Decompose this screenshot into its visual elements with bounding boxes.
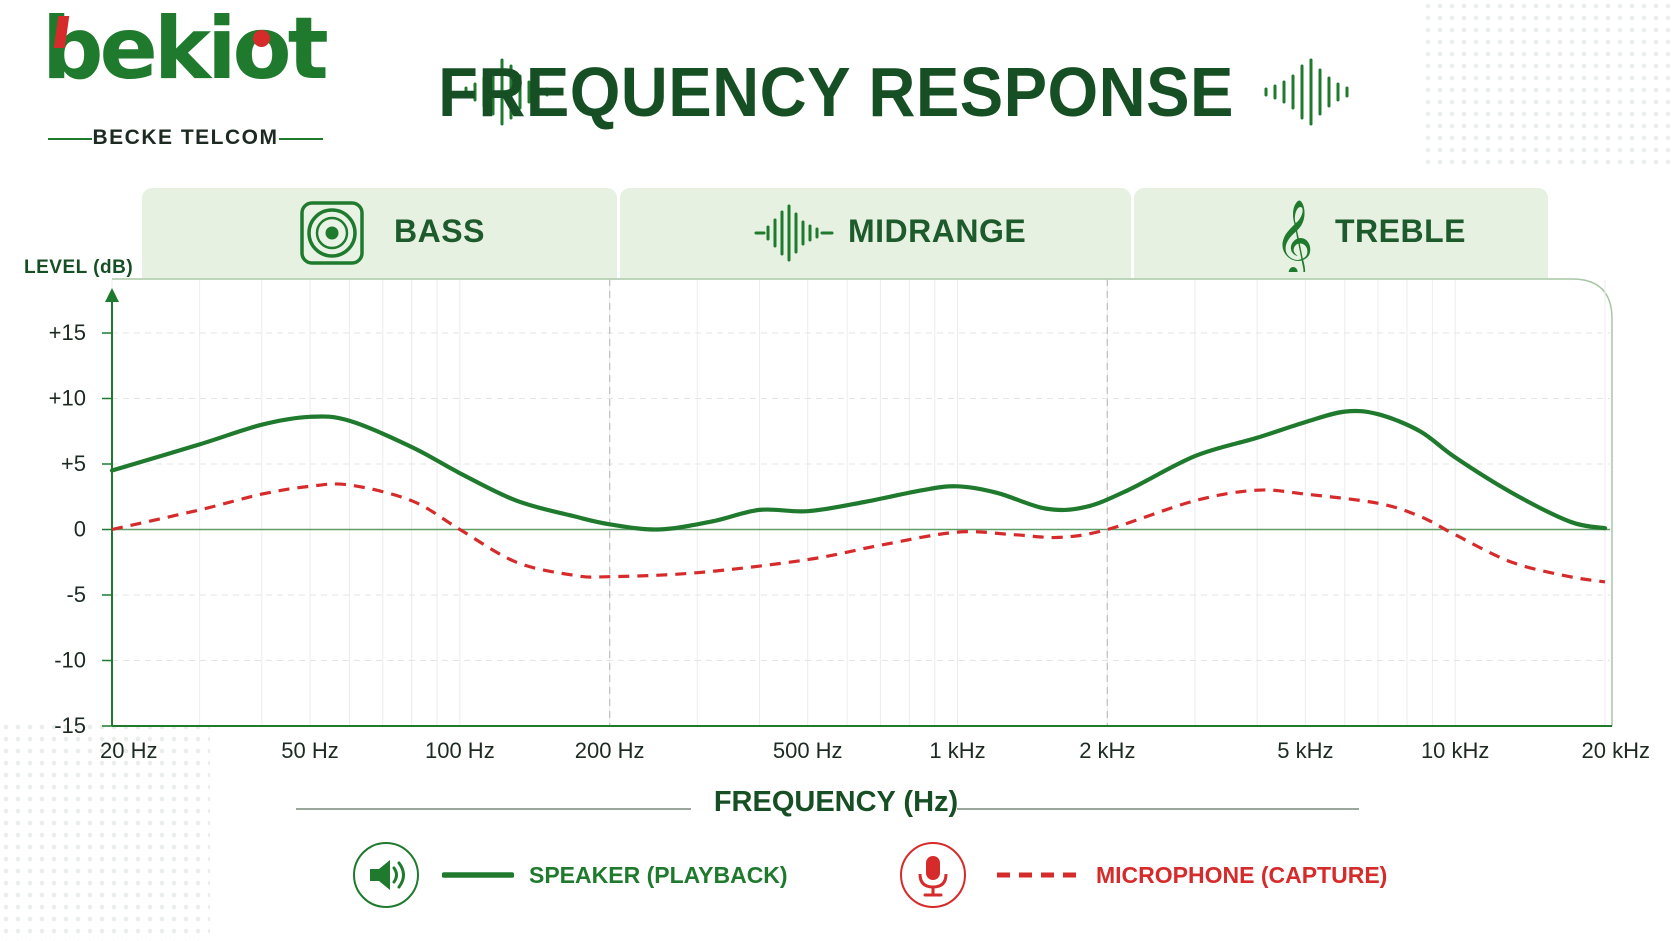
y-tick-label: +5 bbox=[61, 451, 86, 476]
band-label-bass: BASS bbox=[394, 213, 485, 249]
treble-clef-icon: 𝄞 bbox=[1274, 199, 1313, 272]
speaker-legend-badge bbox=[353, 842, 419, 908]
x-axis-title-rule bbox=[957, 808, 1359, 810]
svg-text:𝄞: 𝄞 bbox=[1274, 199, 1313, 272]
band-treble bbox=[1134, 188, 1548, 278]
decorative-dot-pattern bbox=[1422, 0, 1672, 170]
decorative-dot-pattern bbox=[0, 721, 210, 941]
brand-name: bekiot bbox=[42, 0, 329, 99]
y-tick-label: +15 bbox=[49, 320, 86, 345]
x-tick-label: 2 kHz bbox=[1079, 738, 1135, 763]
microphone-legend-label: MICROPHONE (CAPTURE) bbox=[1096, 862, 1388, 888]
y-axis-title: LEVEL (dB) bbox=[24, 257, 134, 278]
sound-wave-icon bbox=[464, 58, 549, 126]
x-tick-label: 10 kHz bbox=[1421, 738, 1489, 763]
speaker-response-line bbox=[109, 408, 1608, 532]
x-tick-label: 50 Hz bbox=[281, 738, 338, 763]
microphone-icon bbox=[918, 856, 948, 897]
speaker-woofer-icon bbox=[300, 201, 364, 265]
x-tick-label: 500 Hz bbox=[773, 738, 843, 763]
y-tick-label: -5 bbox=[66, 582, 86, 607]
sound-wave-icon bbox=[1264, 58, 1349, 126]
microphone-legend-line bbox=[997, 872, 1078, 878]
band-label-treble: TREBLE bbox=[1335, 213, 1466, 249]
x-axis-title: FREQUENCY (Hz) bbox=[713, 786, 959, 818]
x-tick-label: 20 Hz bbox=[100, 738, 157, 763]
band-midrange bbox=[620, 188, 1131, 278]
y-tick-label: 0 bbox=[74, 517, 86, 542]
x-tick-label: 100 Hz bbox=[425, 738, 495, 763]
y-tick-label: +10 bbox=[49, 386, 86, 411]
microphone-response-line bbox=[111, 482, 1606, 584]
speaker-icon bbox=[370, 860, 405, 890]
tagline-rule bbox=[48, 138, 92, 140]
microphone-legend-badge bbox=[900, 842, 966, 908]
x-tick-label: 200 Hz bbox=[575, 738, 645, 763]
brand-tagline-row: BECKE TELCOM bbox=[48, 126, 323, 150]
x-tick-label: 20 kHz bbox=[1582, 738, 1650, 763]
logo-accent-dot bbox=[253, 30, 270, 47]
brand-logo: bekiot BECKE TELCOM bbox=[40, 6, 340, 149]
sound-wave-icon bbox=[754, 204, 834, 262]
x-axis-title-rule bbox=[296, 808, 691, 810]
speaker-legend-line bbox=[442, 872, 514, 878]
y-axis-arrow bbox=[105, 288, 119, 302]
y-tick-label: -10 bbox=[54, 648, 86, 673]
y-tick-label: -15 bbox=[54, 713, 86, 738]
x-tick-label: 5 kHz bbox=[1277, 738, 1333, 763]
x-tick-label: 1 kHz bbox=[929, 738, 985, 763]
speaker-legend-label: SPEAKER (PLAYBACK) bbox=[529, 862, 788, 888]
brand-tagline: BECKE TELCOM bbox=[92, 126, 279, 149]
tagline-rule bbox=[279, 138, 323, 140]
plot-frame bbox=[112, 278, 1613, 726]
band-bass bbox=[142, 188, 617, 278]
page-title: FREQUENCY RESPONSE bbox=[438, 53, 1234, 131]
band-label-midrange: MIDRANGE bbox=[848, 213, 1027, 249]
